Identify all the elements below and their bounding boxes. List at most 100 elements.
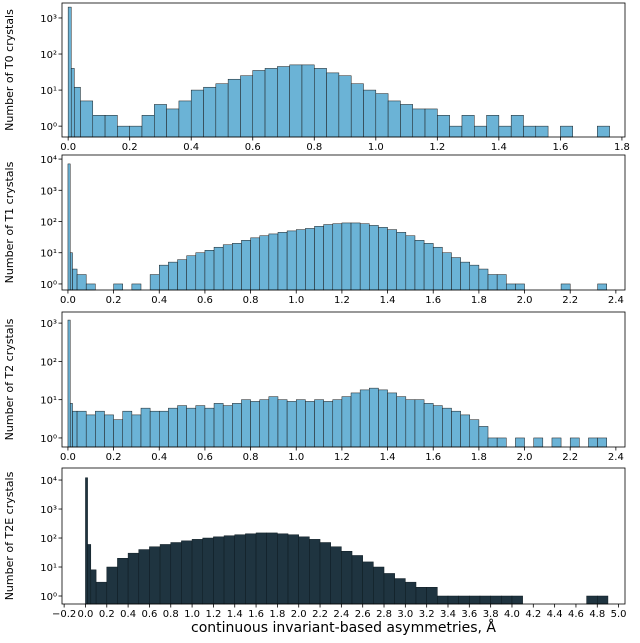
bar	[72, 268, 78, 291]
bar	[551, 437, 562, 448]
bar	[350, 83, 364, 138]
bar	[90, 569, 97, 605]
bar	[213, 246, 224, 291]
bar	[70, 68, 75, 138]
bar	[515, 437, 525, 448]
bar	[215, 83, 229, 138]
bar	[298, 536, 310, 605]
bar	[138, 549, 150, 605]
axes-frame	[61, 154, 626, 291]
bar	[314, 68, 327, 138]
x-tick-label: 4.4	[547, 609, 563, 620]
bar	[117, 125, 130, 138]
bar	[487, 437, 498, 448]
bar	[268, 396, 279, 448]
bar	[400, 104, 413, 138]
bar	[510, 115, 524, 138]
bar	[451, 410, 461, 448]
bar	[113, 283, 123, 291]
bar	[95, 410, 105, 448]
x-tick-label: 3.2	[419, 609, 435, 620]
bar	[131, 283, 142, 291]
bar	[85, 414, 96, 448]
bar	[277, 66, 290, 138]
bar	[259, 235, 270, 291]
bar	[479, 595, 491, 605]
y-tick-label: 10²	[40, 534, 57, 545]
x-tick-label: 2.4	[608, 452, 624, 463]
x-tick-label: 3.6	[461, 609, 477, 620]
bar	[195, 252, 206, 291]
bar	[501, 595, 513, 605]
bar	[76, 410, 87, 448]
x-tick-label: 0.6	[197, 295, 213, 306]
bar	[341, 550, 353, 605]
bar	[241, 399, 251, 448]
bar	[437, 595, 449, 605]
bar	[586, 595, 598, 605]
x-tick-label: 1.8	[269, 609, 285, 620]
bar	[396, 396, 407, 448]
x-tick-label: 1.4	[227, 609, 243, 620]
y-tick-label: 10³	[40, 505, 57, 516]
x-tick-label: 0.8	[306, 142, 322, 153]
x-tick-label: 4.6	[568, 609, 584, 620]
axes-frame	[61, 2, 626, 138]
x-tick-label: 0.6	[197, 452, 213, 463]
bar	[378, 227, 388, 291]
y-tick-label: 10¹	[40, 396, 57, 407]
x-tick-label: 0.2	[106, 295, 122, 306]
axes-frame	[61, 467, 626, 605]
y-tick-label: 10²	[40, 357, 57, 368]
bar	[289, 64, 303, 138]
bar	[486, 115, 500, 138]
bar	[204, 250, 215, 291]
bar	[204, 407, 215, 448]
bar	[177, 405, 187, 448]
bar	[202, 537, 214, 605]
bar	[227, 78, 241, 138]
y-tick-label: 10⁰	[40, 592, 57, 603]
x-tick-label: 3.0	[397, 609, 413, 620]
x-tick-label: 1.6	[552, 142, 568, 153]
bar	[85, 477, 88, 605]
bar	[375, 93, 389, 138]
bar	[387, 392, 397, 448]
bar	[186, 407, 197, 448]
bar	[232, 403, 242, 448]
bar	[460, 261, 471, 291]
bar	[129, 125, 143, 138]
x-tick-label: 2.4	[333, 609, 349, 620]
bar	[159, 410, 169, 448]
bar	[442, 252, 452, 291]
bar	[87, 544, 92, 605]
bar	[76, 274, 87, 291]
bar	[131, 414, 142, 448]
bar	[69, 252, 73, 291]
bar	[186, 255, 197, 291]
x-tick-label: 0.6	[141, 609, 157, 620]
bar	[383, 573, 395, 605]
bar	[85, 283, 96, 291]
bar	[412, 108, 426, 138]
bar	[301, 64, 315, 138]
x-tick-label: 0.2	[99, 609, 115, 620]
bar	[341, 222, 352, 291]
x-tick-label: 2.6	[355, 609, 371, 620]
bar	[560, 283, 571, 291]
bar	[141, 115, 155, 138]
bar	[588, 437, 598, 448]
bar	[523, 125, 537, 138]
bar	[405, 235, 416, 291]
x-tick-label: 1.2	[334, 295, 350, 306]
x-tick-label: 0.2	[106, 452, 122, 463]
bar	[437, 115, 450, 138]
bar	[159, 264, 169, 291]
x-tick-label: 1.4	[380, 295, 396, 306]
bar	[423, 243, 434, 291]
bar	[264, 68, 278, 138]
bar	[69, 403, 73, 448]
bar	[213, 536, 225, 605]
x-tick-label: 1.8	[614, 142, 630, 153]
bar	[117, 558, 129, 605]
